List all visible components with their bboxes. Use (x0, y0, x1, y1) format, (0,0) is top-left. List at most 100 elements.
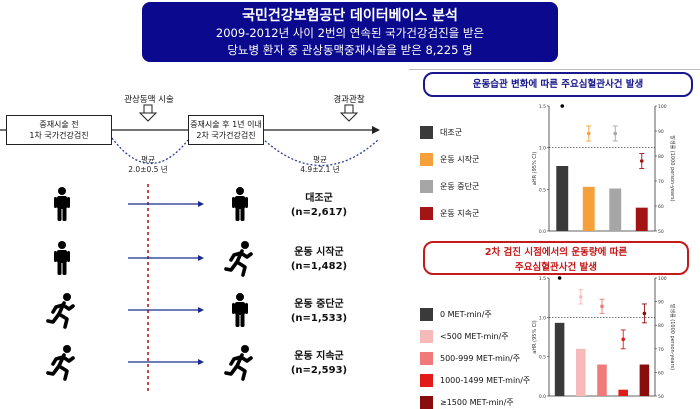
point (560, 104, 565, 108)
tick-label-left: 1.5 (539, 104, 546, 110)
panel2-chart: 0.0 0.5 1.0 1.5 50 60 70 80 90 100 aHR (95% CI) 발생률… (532, 276, 676, 400)
legend-label: 대조군 (440, 128, 463, 137)
bar (597, 364, 607, 396)
tick-label-right: 90 (658, 129, 664, 135)
step-followup-label: 경과관찰 (333, 95, 365, 105)
tick-label-right: 70 (658, 347, 664, 353)
group-label: 운동 시작군 (n=1,482) (264, 246, 374, 274)
standing-person-icon (54, 187, 70, 221)
group-label: 대조군 (n=2,617) (264, 192, 374, 220)
legend-item: 운동 중단군 (420, 180, 479, 193)
exercise-groups-diagram (46, 184, 253, 394)
y2-axis-label: 발생률 (1000 person-years) (669, 135, 676, 201)
panel1-chart: 0.0 0.5 1.0 1.5 50 60 70 80 90 100 aHR (95% CI) 발생률… (532, 104, 676, 235)
bar (554, 322, 565, 396)
group-count: (n=1,533) (290, 313, 348, 324)
legend-label: 1000-1499 MET-min/주 (440, 376, 531, 385)
legend-swatch (420, 330, 433, 343)
legend-swatch (420, 396, 433, 409)
point (600, 304, 604, 309)
group-count: (n=1,482) (290, 261, 348, 272)
bar (618, 389, 628, 396)
point (621, 337, 625, 342)
group-name: 운동 중단군 (294, 299, 344, 310)
tick-label-right: 50 (658, 394, 664, 400)
tick-label-right: 100 (658, 276, 667, 282)
tick-label-left: 1.5 (539, 276, 546, 282)
tick-label-left: 0.0 (539, 229, 546, 235)
legend-item: 대조군 (420, 126, 462, 139)
bar (635, 207, 648, 231)
legend-item: 1000-1499 MET-min/주 (420, 374, 530, 387)
timeline-arrowhead (372, 126, 380, 134)
y-axis-label: aHR (95% CI) (532, 320, 538, 354)
legend-label: 운동 시작군 (440, 155, 480, 164)
legend-swatch (420, 308, 433, 321)
arrowhead-icon (198, 201, 204, 207)
bar (609, 188, 622, 231)
point (586, 131, 591, 136)
group-count: (n=2,593) (290, 365, 348, 376)
tick-label-right: 90 (658, 300, 664, 306)
legend-label: 0 MET-min/주 (440, 310, 492, 319)
tick-label-left: 0.5 (539, 355, 546, 361)
legend-label: ≥1500 MET-min/주 (440, 398, 514, 407)
bar (639, 364, 650, 396)
legend-item: 0 MET-min/주 (420, 308, 492, 321)
tick-label-left: 0.0 (539, 394, 546, 400)
arrowhead-icon (198, 307, 204, 313)
tick-label-left: 1.0 (539, 146, 546, 152)
panel-exercise-change (409, 69, 700, 238)
legend-swatch (420, 126, 433, 139)
second-checkup-box: 중재시술 후 1년 이내 2차 국가건강검진 (188, 115, 264, 145)
interval-arc-1 (111, 137, 189, 165)
tick-label-right: 50 (658, 229, 664, 235)
first-checkup-box: 중재시술 전 1차 국가건강검진 (6, 115, 112, 145)
standing-person-icon (232, 293, 248, 327)
legend-label: 500-999 MET-min/주 (440, 354, 521, 363)
down-arrow-icon (138, 104, 158, 122)
runner-icon (224, 241, 253, 277)
arrowhead-icon (198, 255, 204, 261)
panel2-title: 2차 검진 시점에서의 운동량에 따른 주요심혈관사건 발생 (423, 241, 689, 275)
runner-icon (46, 345, 75, 381)
y-axis-label: aHR (95% CI) (532, 152, 538, 186)
tick-label-left: 1.0 (539, 315, 546, 321)
legend-swatch (420, 374, 433, 387)
down-arrow-icon (339, 104, 359, 122)
tick-label-right: 80 (658, 323, 664, 329)
interval-arc-2 (261, 137, 379, 167)
legend-swatch (420, 180, 433, 193)
legend-item: 운동 시작군 (420, 153, 479, 166)
tick-label-right: 70 (658, 179, 664, 185)
bar (582, 186, 595, 231)
group-label: 운동 지속군 (n=2,593) (264, 350, 374, 378)
y2-axis-label: 발생률 (1000 person-years) (669, 304, 676, 370)
subtitle-line-2: 당뇨병 환자 중 관상동맥중재시술을 받은 8,225 명 (227, 43, 473, 57)
group-name: 운동 시작군 (294, 247, 344, 258)
point (613, 131, 618, 136)
page-title: 국민건강보험공단 데이터베이스 분석 (242, 8, 458, 24)
tick-label-left: 0.5 (539, 187, 546, 193)
group-count: (n=2,617) (290, 207, 348, 218)
point (579, 295, 583, 299)
legend-swatch (420, 352, 433, 365)
legend-label: <500 MET-min/주 (440, 332, 509, 341)
title-banner: 국민건강보험공단 데이터베이스 분석 2009-2012년 사이 2번의 연속된… (142, 2, 558, 62)
legend-item: 운동 지속군 (420, 207, 479, 220)
standing-person-icon (54, 241, 70, 275)
standing-person-icon (232, 187, 248, 221)
step-procedure-label: 관상동맥 시술 (124, 95, 174, 105)
panel1-title: 운동습관 변화에 따른 주요심혈관사건 발생 (423, 72, 693, 97)
runner-icon (224, 345, 253, 381)
arrowhead-icon (198, 359, 204, 365)
legend-item: 500-999 MET-min/주 (420, 352, 520, 365)
panel2-legend: 0 MET-min/주 <500 MET-min/주 500-999 MET-min… (420, 308, 532, 409)
group-name: 운동 지속군 (294, 351, 344, 362)
avg-label-1: 평균 (141, 155, 155, 164)
avg-value-2: 4.9±2.1 년 (300, 165, 340, 174)
subtitle-line-1: 2009-2012년 사이 2번의 연속된 국가건강검진을 받은 (215, 26, 485, 40)
point (557, 276, 562, 280)
runner-icon (46, 293, 75, 329)
